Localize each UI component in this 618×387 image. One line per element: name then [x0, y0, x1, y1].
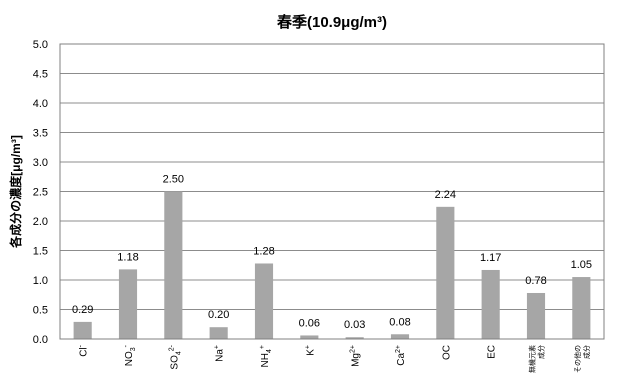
bar: [345, 337, 364, 339]
svg-text:K+: K+: [304, 345, 316, 356]
plot-frame: [59, 43, 605, 340]
x-tick-label: Na+: [214, 345, 226, 362]
svg-text:Mg2+: Mg2+: [350, 345, 362, 367]
svg-text:Na+: Na+: [214, 345, 226, 362]
svg-text:NO3-: NO3-: [123, 344, 137, 366]
y-tick-label: 0.0: [33, 334, 48, 346]
chart-title: 春季(10.9μg/m³): [277, 13, 387, 31]
y-axis-ticks: 0.0 0.5 1.0 1.5 2.0 2.5 3.0 3.5 4.0 4.5 5.0: [33, 39, 48, 346]
svg-text:SO42-: SO42-: [168, 344, 182, 369]
x-tick-label: OC: [441, 345, 452, 360]
x-tick-label: SO42-: [168, 344, 182, 369]
x-tick-label: NO3-: [123, 344, 137, 366]
y-tick-label: 3.5: [33, 128, 48, 140]
data-label: 0.03: [344, 319, 365, 331]
svg-text:NH4+: NH4+: [259, 345, 273, 367]
bar: [254, 263, 274, 339]
y-tick-label: 2.0: [33, 216, 48, 228]
x-tick-label: Ca2+: [395, 345, 407, 366]
y-tick-label: 0.5: [33, 305, 48, 317]
y-tick-label: 5.0: [33, 39, 48, 51]
data-label: 1.05: [571, 259, 592, 271]
category-labels: Cl-NO3-SO42-Na+NH4+K+Mg2+Ca2+ OC EC 無機元素 成分そ…: [78, 344, 591, 373]
data-label: 2.50: [163, 174, 184, 186]
x-tick-label: Cl-: [78, 344, 90, 356]
data-labels: 0.29 1.18 2.50 0.20 1.28 0.06 0.03 0.08 2.24 1.17…: [72, 174, 592, 332]
svg-text:OC: OC: [441, 345, 452, 360]
bar: [118, 269, 138, 339]
x-tick-label: 無機元素 成分: [528, 345, 546, 373]
y-tick-label: 3.0: [33, 157, 48, 169]
bars: [73, 191, 591, 339]
x-tick-label: K+: [304, 345, 316, 356]
bar: [390, 334, 410, 339]
y-tick-label: 1.5: [33, 246, 48, 258]
svg-text:Cl-: Cl-: [78, 344, 90, 356]
x-tick-label-line: 無機元素: [528, 345, 537, 373]
y-tick-label: 2.5: [33, 187, 48, 199]
x-tick-label: その他の 成分: [573, 345, 591, 373]
bar: [526, 292, 546, 339]
data-label: 2.24: [435, 189, 456, 201]
data-label: 1.18: [117, 251, 138, 263]
x-tick-label: EC: [487, 345, 498, 359]
data-label: 0.29: [72, 304, 93, 316]
data-label: 0.06: [299, 317, 320, 329]
svg-text:Ca2+: Ca2+: [395, 345, 407, 366]
data-label: 0.20: [208, 309, 229, 321]
gridlines: [60, 43, 604, 340]
x-tick-label: Mg2+: [350, 345, 362, 367]
x-tick-label-line: 成分: [537, 345, 546, 359]
x-tick-label-line: 成分: [582, 345, 591, 359]
svg-text:EC: EC: [487, 345, 498, 359]
data-label: 1.17: [480, 252, 501, 264]
data-label: 1.28: [253, 245, 274, 257]
x-tick-label-line: その他の: [573, 345, 582, 373]
bar: [164, 191, 183, 339]
bar: [572, 277, 591, 339]
data-label: 0.78: [525, 275, 546, 287]
bar: [481, 269, 500, 339]
bar: [209, 327, 228, 339]
y-tick-label: 4.0: [33, 98, 48, 110]
x-tick-label: NH4+: [259, 345, 273, 367]
data-label: 0.08: [389, 316, 410, 328]
bar: [436, 206, 455, 339]
bar: [73, 321, 92, 339]
y-tick-label: 1.0: [33, 275, 48, 287]
bar: [300, 335, 319, 339]
y-tick-label: 4.5: [33, 69, 48, 81]
y-axis-label: 各成分の濃度[μg/m³]: [8, 135, 23, 249]
